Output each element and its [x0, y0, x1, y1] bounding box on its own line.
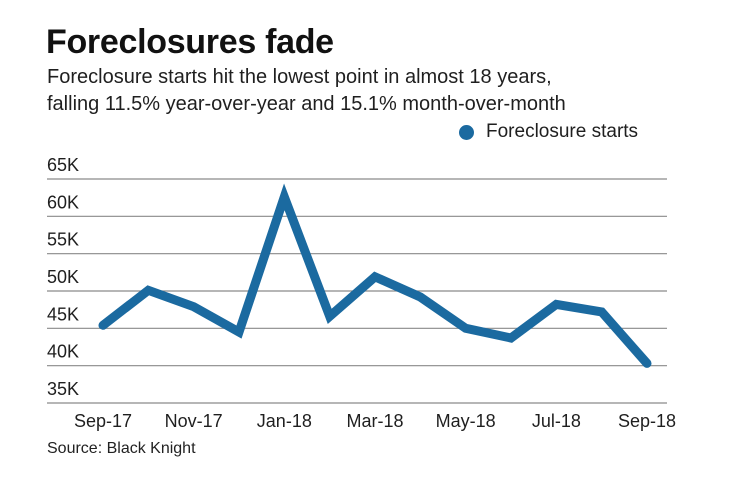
x-tick-label: Jan-18 [257, 411, 312, 431]
legend: Foreclosure starts [459, 121, 638, 143]
chart-subtitle: Foreclosure starts hit the lowest point … [47, 64, 727, 118]
subtitle-line-2: falling 11.5% year-over-year and 15.1% m… [47, 93, 566, 115]
y-tick-label: 45K [47, 304, 79, 324]
y-tick-label: 65K [47, 155, 79, 175]
y-tick-label: 50K [47, 267, 79, 287]
x-tick-label: Sep-17 [74, 411, 132, 431]
legend-marker-icon [459, 124, 474, 140]
y-tick-label: 55K [47, 230, 79, 250]
x-tick-label: Jul-18 [532, 411, 581, 431]
subtitle-line-1: Foreclosure starts hit the lowest point … [47, 66, 552, 88]
x-tick-label: Nov-17 [165, 411, 223, 431]
y-tick-label: 60K [47, 192, 79, 212]
x-tick-label: May-18 [436, 411, 496, 431]
x-tick-label: Mar-18 [346, 411, 403, 431]
y-tick-label: 40K [47, 342, 79, 362]
y-axis-ticks: 35K 40K 45K 50K 55K 60K 65K [47, 155, 79, 399]
legend-label: Foreclosure starts [486, 121, 639, 142]
series-foreclosure-starts [98, 183, 652, 368]
series-line [98, 183, 652, 368]
x-axis-ticks: Sep-17 Nov-17 Jan-18 Mar-18 May-18 Jul-18 Sep-… [74, 411, 676, 431]
source-note: Source: Black Knight [47, 440, 196, 457]
chart-title: Foreclosures fade [46, 23, 334, 61]
x-tick-label: Sep-18 [618, 411, 676, 431]
y-tick-label: 35K [47, 379, 79, 399]
